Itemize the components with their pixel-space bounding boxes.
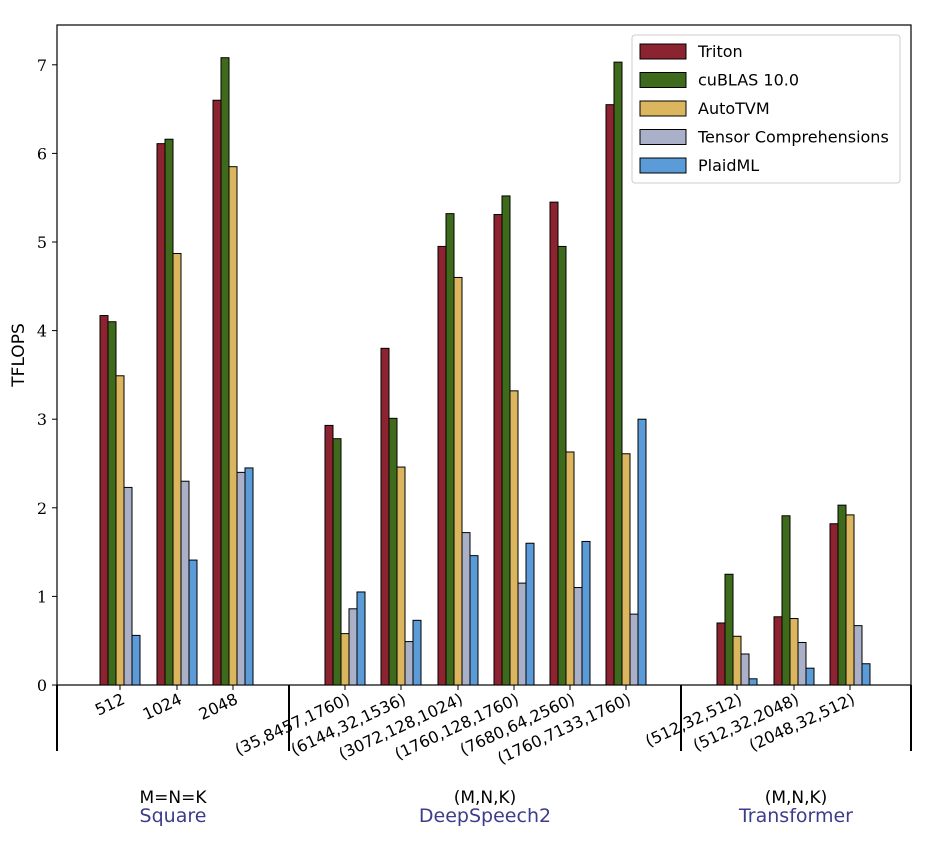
bar-cublas-10-0 bbox=[781, 515, 791, 686]
legend-swatch bbox=[639, 43, 687, 60]
bar-autotvm bbox=[845, 514, 855, 686]
bar-tensor-comprehensions bbox=[461, 532, 471, 686]
bar-triton bbox=[212, 99, 222, 686]
legend-swatch bbox=[639, 129, 687, 145]
bar-autotvm bbox=[509, 390, 519, 686]
bar-autotvm bbox=[565, 451, 575, 686]
bar-triton bbox=[99, 315, 109, 686]
group-name: DeepSpeech2 bbox=[419, 805, 551, 827]
bar-cublas-10-0 bbox=[557, 245, 567, 686]
bar-cublas-10-0 bbox=[332, 438, 342, 686]
bar-triton bbox=[549, 201, 559, 686]
legend-label: Tensor Comprehensions bbox=[697, 128, 889, 147]
bar-tensor-comprehensions bbox=[236, 471, 246, 686]
bar-triton bbox=[716, 622, 726, 686]
bar-autotvm bbox=[172, 253, 182, 686]
bar-triton bbox=[605, 104, 615, 686]
legend-swatch bbox=[639, 100, 687, 117]
bar-plaidml bbox=[412, 619, 422, 686]
bar-plaidml bbox=[188, 559, 198, 686]
bar-tensor-comprehensions bbox=[740, 653, 750, 686]
legend-label: cuBLAS 10.0 bbox=[698, 71, 799, 90]
y-axis: 0 1 2 3 4 5 6 7 bbox=[37, 56, 57, 695]
bar-autotvm bbox=[732, 635, 742, 686]
bar-cublas-10-0 bbox=[107, 321, 117, 686]
y-tick-label: 0 bbox=[37, 676, 47, 695]
bar-autotvm bbox=[453, 276, 463, 686]
bar-tensor-comprehensions bbox=[797, 641, 807, 686]
bar-triton bbox=[493, 214, 503, 686]
bar-triton bbox=[773, 616, 783, 686]
bar-autotvm bbox=[396, 466, 406, 686]
bar-tensor-comprehensions bbox=[123, 486, 133, 686]
x-tick-label: 512 bbox=[92, 689, 128, 719]
y-tick-label: 3 bbox=[37, 410, 47, 429]
group-name: Square bbox=[140, 805, 207, 827]
legend-label: AutoTVM bbox=[698, 99, 770, 118]
y-tick-label: 7 bbox=[37, 56, 47, 75]
bar-cublas-10-0 bbox=[164, 138, 174, 686]
bar-cublas-10-0 bbox=[501, 195, 511, 686]
legend-label: Triton bbox=[697, 42, 743, 61]
bars bbox=[99, 57, 871, 686]
bar-autotvm bbox=[115, 375, 125, 686]
bar-plaidml bbox=[131, 634, 141, 686]
group-subtitle: M=N=K bbox=[139, 788, 207, 808]
bar-triton bbox=[324, 424, 334, 686]
bar-tensor-comprehensions bbox=[573, 587, 583, 686]
bar-cublas-10-0 bbox=[445, 213, 455, 686]
bar-cublas-10-0 bbox=[837, 504, 847, 686]
bar-cublas-10-0 bbox=[388, 417, 398, 686]
bar-tensor-comprehensions bbox=[517, 582, 527, 686]
legend-label: PlaidML bbox=[698, 156, 759, 175]
x-axis: 512 1024 2048(35,8457,1760)(6144,32,1536)(… bbox=[56, 685, 912, 827]
x-tick-label: 1024 bbox=[140, 689, 185, 723]
bar-cublas-10-0 bbox=[220, 57, 230, 686]
bar-cublas-10-0 bbox=[724, 573, 734, 686]
y-tick-label: 2 bbox=[37, 499, 47, 518]
y-axis-label: TFLOPS bbox=[9, 323, 29, 387]
bar-tensor-comprehensions bbox=[180, 480, 190, 686]
group-subtitle: (M,N,K) bbox=[454, 788, 517, 808]
x-tick-label: 2048 bbox=[196, 689, 241, 723]
bar-tensor-comprehensions bbox=[404, 641, 414, 686]
group-subtitle: (M,N,K) bbox=[765, 788, 828, 808]
bar-triton bbox=[380, 347, 390, 686]
bar-autotvm bbox=[228, 166, 238, 686]
legend-box bbox=[631, 34, 901, 184]
bar-plaidml bbox=[581, 540, 591, 686]
bar-plaidml bbox=[356, 591, 366, 686]
bar-tensor-comprehensions bbox=[853, 625, 863, 686]
y-tick-label: 4 bbox=[37, 322, 47, 341]
y-tick-label: 1 bbox=[37, 587, 47, 606]
bar-tensor-comprehensions bbox=[629, 613, 639, 686]
bar-triton bbox=[437, 245, 447, 686]
bar-plaidml bbox=[244, 467, 254, 686]
bar-plaidml bbox=[805, 667, 815, 686]
bar-plaidml bbox=[861, 663, 871, 686]
bar-cublas-10-0 bbox=[613, 61, 623, 686]
bar-plaidml bbox=[637, 418, 647, 686]
bar-plaidml bbox=[525, 542, 535, 686]
bar-triton bbox=[829, 523, 839, 686]
legend-swatch bbox=[639, 157, 687, 174]
legend: Triton cuBLAS 10.0 AutoTVM Tensor Comprehen… bbox=[631, 34, 901, 184]
legend-swatch bbox=[639, 72, 687, 88]
y-tick-label: 5 bbox=[37, 233, 47, 252]
bar-tensor-comprehensions bbox=[348, 608, 358, 686]
y-tick-label: 6 bbox=[37, 144, 47, 163]
bar-autotvm bbox=[621, 453, 631, 686]
bar-plaidml bbox=[469, 555, 479, 686]
plot-frame bbox=[56, 24, 912, 686]
bar-triton bbox=[156, 143, 166, 686]
bar-autotvm bbox=[789, 618, 799, 686]
group-name: Transformer bbox=[738, 805, 853, 827]
bar-autotvm bbox=[340, 633, 350, 686]
bar-plaidml bbox=[748, 678, 758, 686]
